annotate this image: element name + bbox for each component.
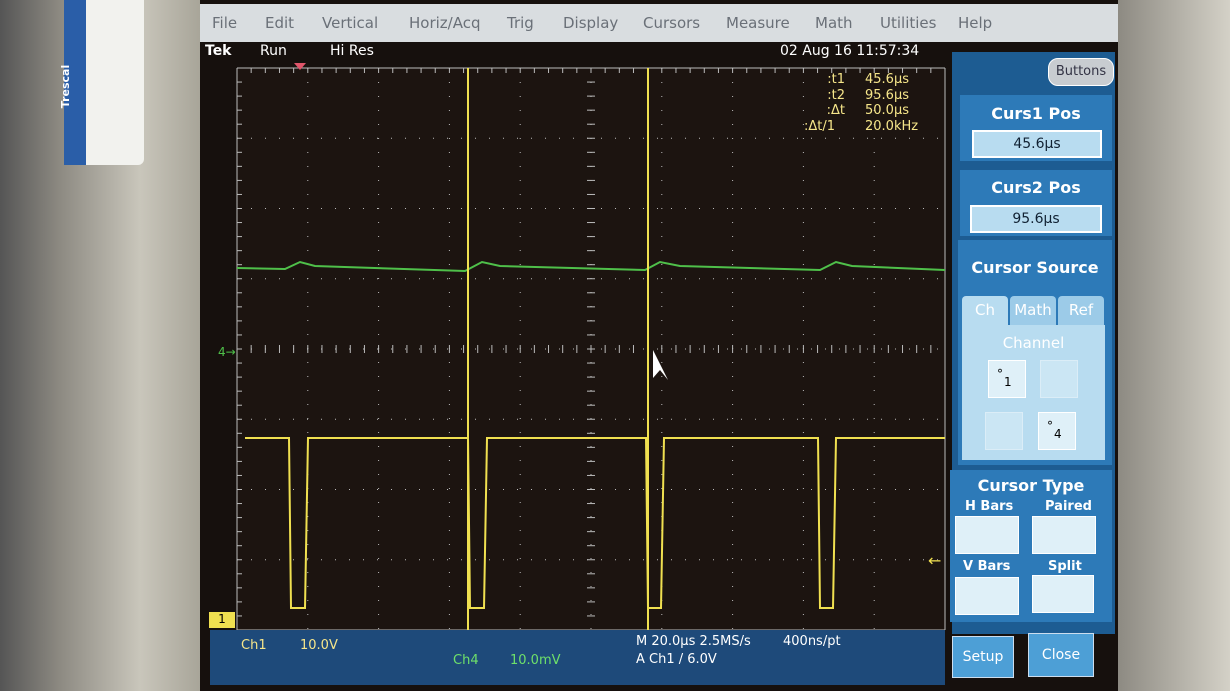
source-tab[interactable]: Math xyxy=(1010,296,1056,325)
readout-value: 50.0µs xyxy=(865,103,909,118)
channel-button[interactable] xyxy=(985,412,1023,450)
run-state: Run xyxy=(260,43,287,59)
ch4-scale: 10.0mV xyxy=(510,653,561,668)
channel-button[interactable] xyxy=(1040,360,1078,398)
menu-item[interactable]: Edit xyxy=(265,14,295,32)
split-button[interactable] xyxy=(1032,575,1094,613)
type-label: Split xyxy=(1048,559,1082,574)
curs1-label: Curs1 Pos xyxy=(991,104,1081,123)
menu-item[interactable]: Help xyxy=(958,14,993,32)
channel-label: Channel xyxy=(1002,334,1065,352)
paired-button[interactable] xyxy=(1032,516,1096,554)
ch1-trace xyxy=(245,437,945,609)
trigger-position xyxy=(294,63,306,70)
menu-item[interactable]: Trig xyxy=(507,14,534,32)
menu-bar xyxy=(200,4,1118,42)
timebase: M 20.0µs 2.5MS/s xyxy=(636,634,751,649)
graticule xyxy=(236,67,946,631)
type-label: H Bars xyxy=(965,499,1014,514)
curs2-label: Curs2 Pos xyxy=(991,178,1081,197)
menu-item[interactable]: Cursors xyxy=(643,14,701,32)
curs1-value[interactable]: 45.6µs xyxy=(972,130,1102,158)
menu-item[interactable]: File xyxy=(212,14,238,32)
menu-item[interactable]: Math xyxy=(815,14,853,32)
type-label: Paired xyxy=(1045,499,1092,514)
datetime: 02 Aug 16 11:57:34 xyxy=(780,43,920,59)
sticker: Trescal xyxy=(59,0,144,165)
menu-item[interactable]: Utilities xyxy=(880,14,937,32)
ch1-scale: 10.0V xyxy=(300,638,338,653)
buttons-toggle[interactable]: Buttons xyxy=(1048,58,1114,86)
resolution: 400ns/pt xyxy=(783,634,841,649)
vbars-button[interactable] xyxy=(955,577,1019,615)
source-tab[interactable]: Ch xyxy=(962,296,1008,325)
brand: Tek xyxy=(205,43,232,59)
mouse-pointer xyxy=(653,350,668,380)
source-title: Cursor Source xyxy=(971,258,1099,277)
bezel-right xyxy=(1118,0,1230,691)
channel-button[interactable]: ° 1 xyxy=(988,360,1026,398)
type-title: Cursor Type xyxy=(977,476,1085,495)
trigger-setting: A Ch1 / 6.0V xyxy=(636,652,717,667)
type-label: V Bars xyxy=(963,559,1011,574)
ch1-marker: 1 xyxy=(209,612,235,628)
ch4-marker: 4→ xyxy=(218,345,236,359)
menu-item[interactable]: Display xyxy=(563,14,619,32)
trigger-level: ← xyxy=(928,551,941,570)
channel-button[interactable]: ° 4 xyxy=(1038,412,1076,450)
ch1-label: Ch1 xyxy=(241,638,267,653)
ch4-label: Ch4 xyxy=(453,653,479,668)
readout-value: 20.0kHz xyxy=(865,118,919,134)
hbars-button[interactable] xyxy=(955,516,1019,554)
menu-item[interactable]: Horiz/Acq xyxy=(409,14,481,32)
menu-item[interactable]: Vertical xyxy=(322,14,379,32)
close-button[interactable]: Close xyxy=(1028,633,1094,677)
ch4-trace xyxy=(236,260,946,273)
channel-number: 4 xyxy=(1054,427,1062,441)
readout-value: 95.6µs xyxy=(865,87,909,103)
setup-button[interactable]: Setup xyxy=(952,636,1014,678)
acq-mode: Hi Res xyxy=(330,43,374,59)
curs2-value[interactable]: 95.6µs xyxy=(970,205,1102,233)
channel-number: 1 xyxy=(1004,375,1012,389)
status-bar xyxy=(210,630,945,685)
readout-value: 45.6µs xyxy=(865,72,909,87)
source-tab[interactable]: Ref xyxy=(1058,296,1104,325)
menu-item[interactable]: Measure xyxy=(726,14,790,32)
